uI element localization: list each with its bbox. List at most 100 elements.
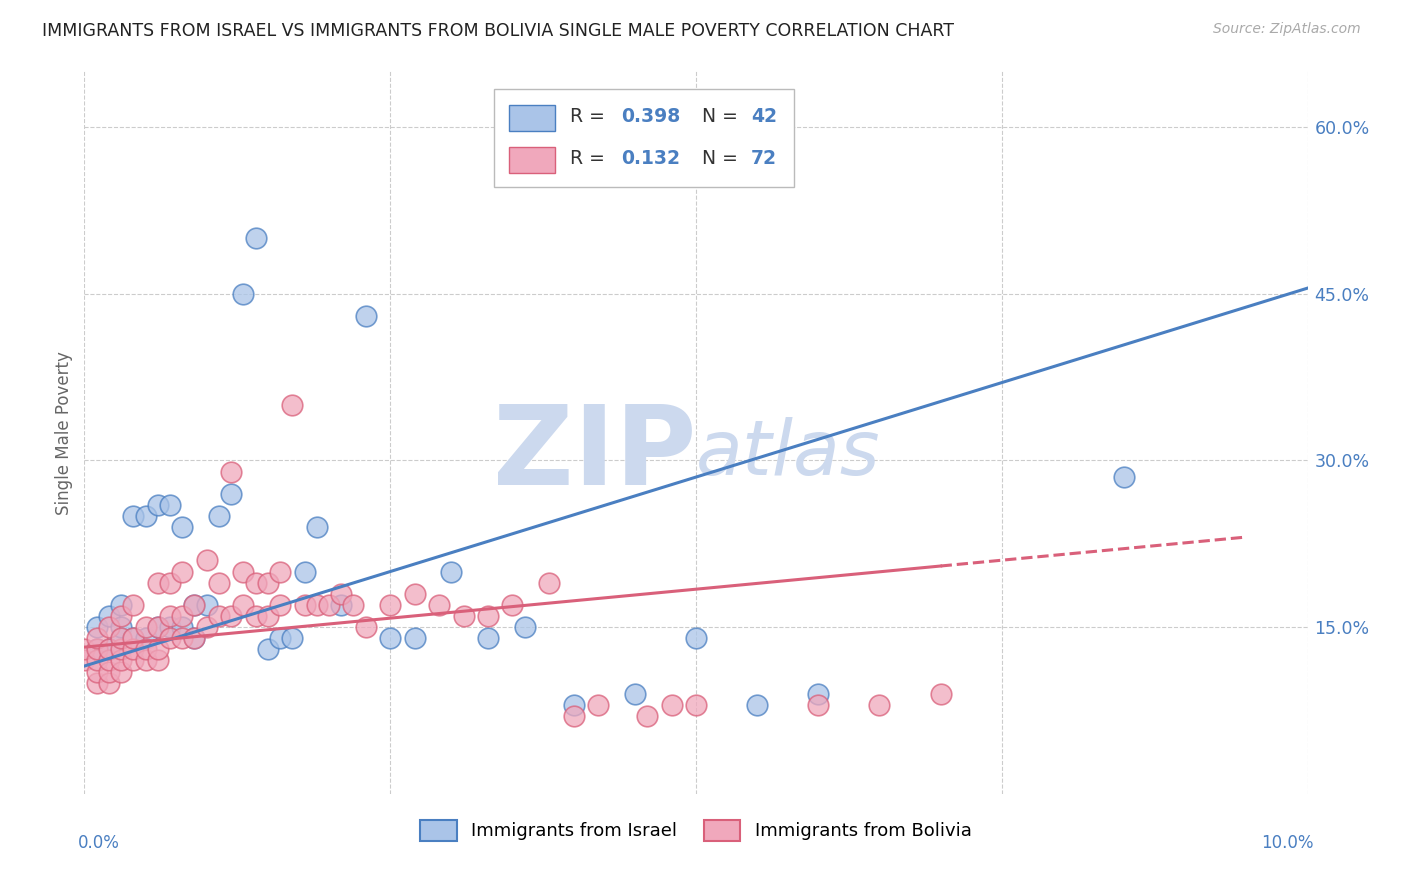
Point xyxy=(354,620,377,634)
Point xyxy=(869,698,891,712)
Point xyxy=(380,632,402,646)
Point xyxy=(281,632,304,646)
Point xyxy=(305,598,328,612)
Point xyxy=(427,598,450,612)
Point xyxy=(245,231,267,245)
Point xyxy=(562,698,585,712)
Point xyxy=(146,653,169,667)
Point xyxy=(685,632,707,646)
Point xyxy=(73,653,96,667)
Point xyxy=(354,309,377,323)
Point xyxy=(110,665,132,679)
Point xyxy=(135,620,157,634)
Point xyxy=(257,642,280,657)
Point xyxy=(146,575,169,590)
Point xyxy=(159,498,181,512)
Point xyxy=(453,609,475,624)
Point xyxy=(404,587,426,601)
Text: 0.132: 0.132 xyxy=(621,149,681,168)
Point xyxy=(73,642,96,657)
Point xyxy=(1114,470,1136,484)
Point xyxy=(330,587,353,601)
Point xyxy=(477,609,499,624)
Point xyxy=(586,698,609,712)
Point xyxy=(477,632,499,646)
Point xyxy=(97,609,120,624)
Point xyxy=(146,642,169,657)
Point xyxy=(135,653,157,667)
Point xyxy=(195,620,218,634)
Text: 10.0%: 10.0% xyxy=(1261,834,1313,852)
Point xyxy=(208,575,231,590)
Text: 42: 42 xyxy=(751,107,778,127)
Text: N =: N = xyxy=(690,107,744,127)
Point xyxy=(318,598,340,612)
Point xyxy=(232,286,254,301)
Text: R =: R = xyxy=(569,107,610,127)
Point xyxy=(294,598,316,612)
Point xyxy=(636,709,658,723)
Point xyxy=(110,598,132,612)
Point xyxy=(269,632,291,646)
Y-axis label: Single Male Poverty: Single Male Poverty xyxy=(55,351,73,515)
Point xyxy=(122,508,145,523)
Text: ZIP: ZIP xyxy=(492,401,696,508)
Point xyxy=(97,675,120,690)
Point xyxy=(208,508,231,523)
Point xyxy=(929,687,952,701)
Point xyxy=(97,653,120,667)
Point xyxy=(195,598,218,612)
Point xyxy=(269,598,291,612)
Point xyxy=(146,498,169,512)
Point xyxy=(97,642,120,657)
Point xyxy=(122,632,145,646)
Point xyxy=(330,598,353,612)
Point xyxy=(122,632,145,646)
Text: R =: R = xyxy=(569,149,610,168)
Point xyxy=(122,653,145,667)
Point xyxy=(183,598,205,612)
FancyBboxPatch shape xyxy=(494,89,794,187)
Point xyxy=(305,520,328,534)
Point xyxy=(110,632,132,646)
Point xyxy=(97,665,120,679)
Point xyxy=(86,653,108,667)
Point xyxy=(146,620,169,634)
Point xyxy=(380,598,402,612)
Point xyxy=(624,687,647,701)
Point xyxy=(172,565,194,579)
Point xyxy=(208,609,231,624)
Point xyxy=(135,642,157,657)
Point xyxy=(538,575,561,590)
Point xyxy=(159,620,181,634)
Point xyxy=(159,575,181,590)
Point xyxy=(86,620,108,634)
Point xyxy=(245,609,267,624)
Point xyxy=(172,609,194,624)
FancyBboxPatch shape xyxy=(509,105,555,131)
Point xyxy=(86,642,108,657)
Point xyxy=(502,598,524,612)
Legend: Immigrants from Israel, Immigrants from Bolivia: Immigrants from Israel, Immigrants from … xyxy=(412,811,980,850)
Point xyxy=(747,698,769,712)
Point xyxy=(159,632,181,646)
Point xyxy=(110,642,132,657)
Point xyxy=(440,565,463,579)
Point xyxy=(110,609,132,624)
Point xyxy=(281,398,304,412)
Point xyxy=(807,698,830,712)
Text: 0.0%: 0.0% xyxy=(79,834,120,852)
Point xyxy=(219,465,242,479)
Point xyxy=(183,632,205,646)
Point xyxy=(269,565,291,579)
Point xyxy=(86,642,108,657)
Point xyxy=(685,698,707,712)
Point xyxy=(122,598,145,612)
Point xyxy=(110,653,132,667)
Point xyxy=(110,620,132,634)
Point xyxy=(245,575,267,590)
Point xyxy=(232,565,254,579)
Text: 72: 72 xyxy=(751,149,778,168)
Point xyxy=(257,609,280,624)
Point xyxy=(86,665,108,679)
